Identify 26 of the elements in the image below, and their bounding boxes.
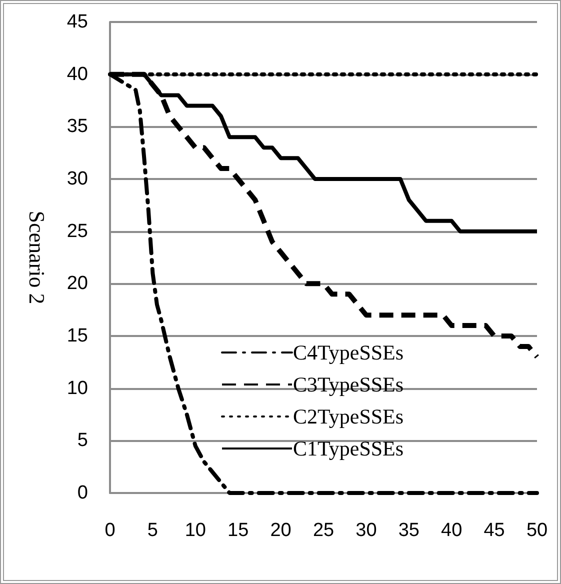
legend-label: C1TypeSSEs — [293, 436, 404, 460]
x-tick-label: 30 — [356, 520, 377, 541]
legend-label: C3TypeSSEs — [293, 372, 404, 396]
legend-label: C2TypeSSEs — [293, 404, 404, 428]
x-tick-label: 45 — [484, 520, 505, 541]
y-tick-label: 35 — [66, 116, 88, 138]
y-tick-label: 25 — [66, 220, 88, 242]
y-tick-label: 10 — [66, 378, 88, 399]
y-tick-label: 0 — [77, 482, 88, 504]
y-axis-title: Scenario 2 — [24, 210, 50, 304]
y-tick-label: 15 — [66, 326, 88, 346]
y-tick-label: 45 — [66, 12, 88, 32]
y-tick-label: 5 — [77, 430, 88, 452]
x-tick-label: 20 — [270, 520, 292, 541]
y-tick-label: 30 — [66, 168, 88, 190]
legend-label: C4TypeSSEs — [293, 340, 404, 364]
x-tick-label: 5 — [147, 520, 158, 541]
x-tick-label: 10 — [184, 520, 206, 541]
y-tick-label: 40 — [66, 64, 88, 85]
x-tick-label: 35 — [398, 520, 420, 541]
x-tick-label: 0 — [104, 520, 116, 541]
x-tick-label: 40 — [441, 520, 462, 541]
x-tick-label: 15 — [228, 520, 249, 541]
x-tick-label: 25 — [312, 520, 334, 541]
y-tick-label: 20 — [66, 273, 88, 294]
x-tick-label: 50 — [526, 520, 548, 541]
